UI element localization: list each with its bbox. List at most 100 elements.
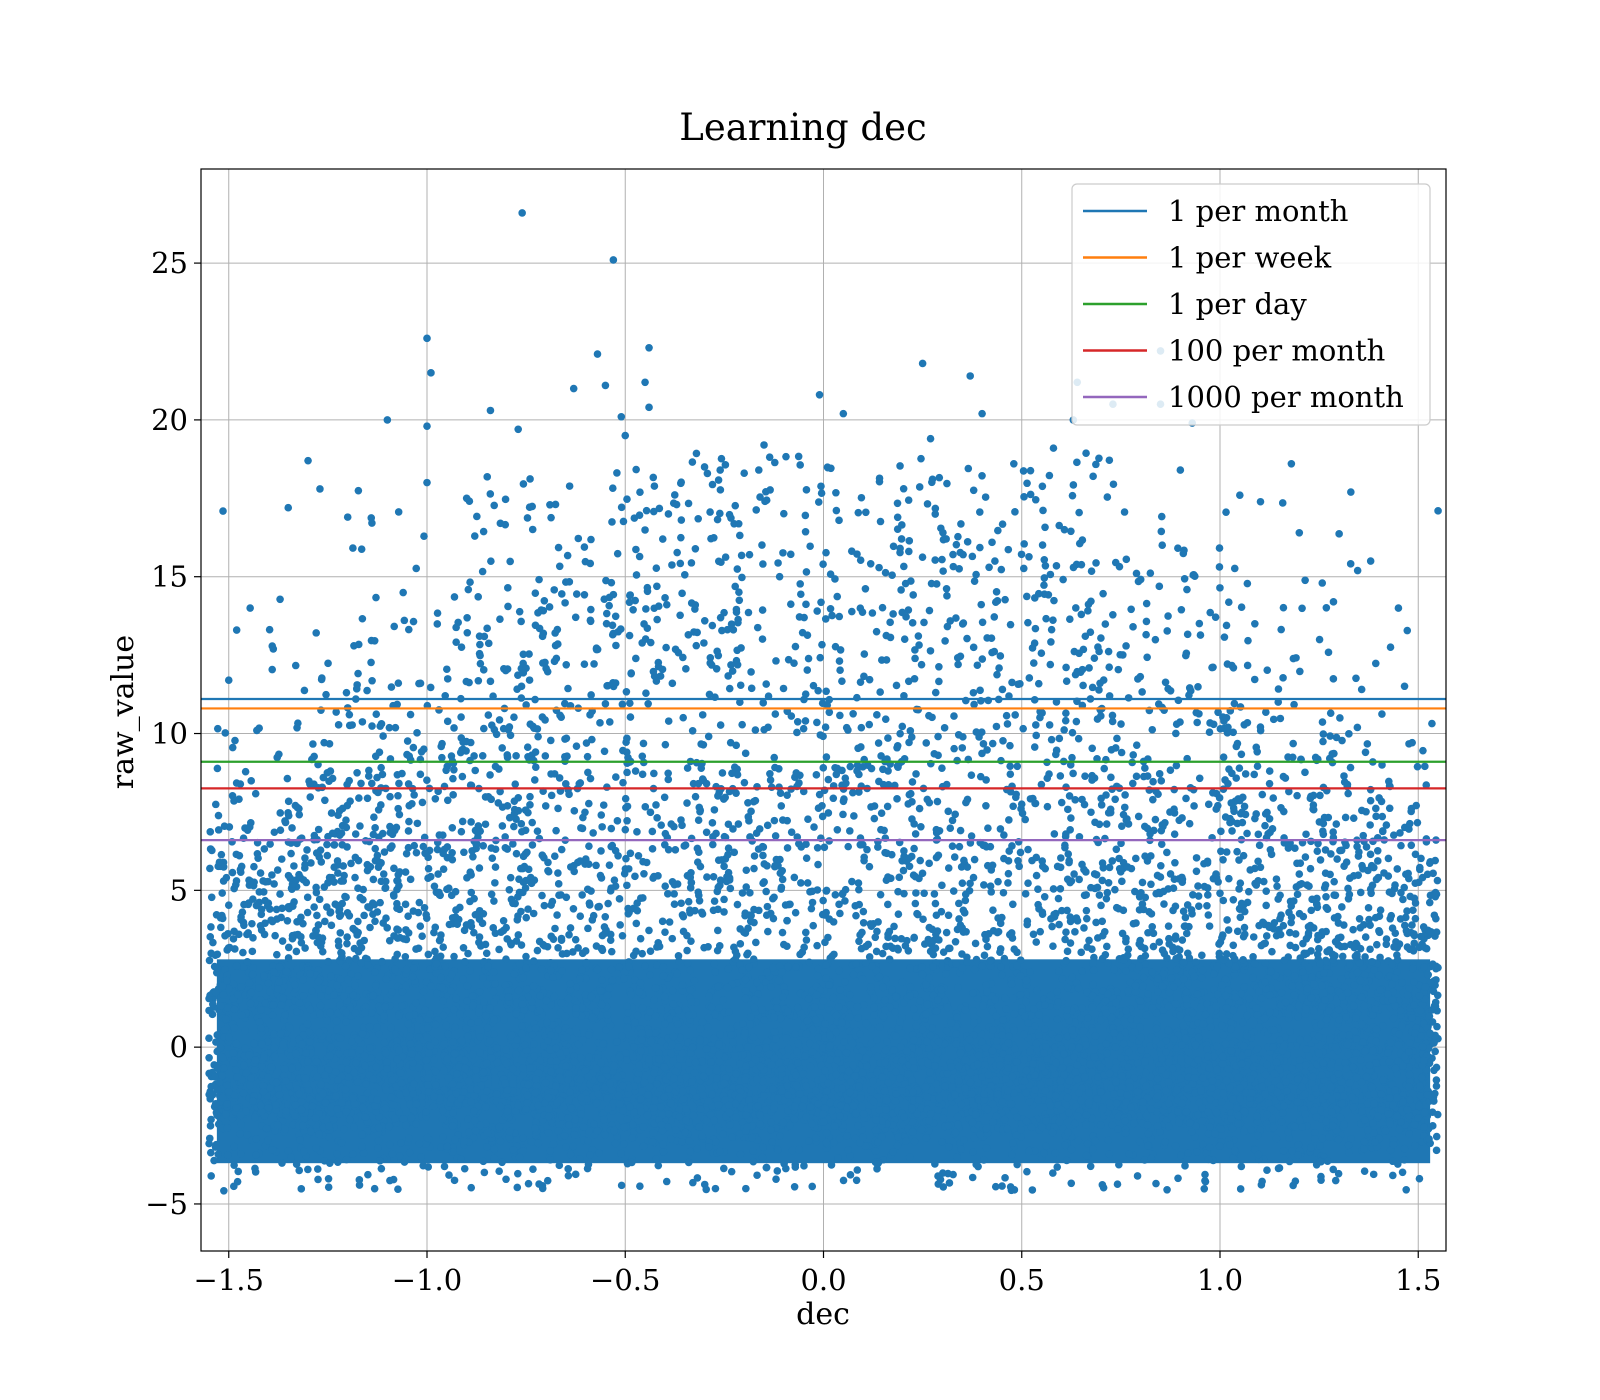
scatter-point <box>1285 1157 1294 1166</box>
scatter-point <box>1016 990 1025 999</box>
scatter-point <box>626 699 634 707</box>
scatter-point <box>1228 1124 1237 1133</box>
scatter-point <box>721 553 730 561</box>
scatter-point <box>312 629 320 637</box>
scatter-point <box>1230 970 1239 979</box>
scatter-point <box>470 532 479 540</box>
scatter-point <box>1226 1084 1234 1093</box>
scatter-point <box>883 802 892 811</box>
scatter-point <box>771 832 780 840</box>
scatter-point <box>860 856 868 865</box>
scatter-point <box>965 1035 974 1044</box>
scatter-point <box>496 615 504 623</box>
scatter-point <box>565 578 574 586</box>
scatter-point <box>1031 624 1040 633</box>
scatter-point <box>1189 570 1198 579</box>
scatter-point <box>846 827 854 835</box>
scatter-point <box>1012 1131 1021 1140</box>
scatter-point <box>694 514 702 523</box>
scatter-point <box>896 462 904 470</box>
scatter-point <box>1142 1111 1151 1120</box>
scatter-point <box>989 906 997 914</box>
scatter-point <box>691 544 700 553</box>
scatter-point <box>876 890 885 899</box>
scatter-point <box>1144 928 1152 937</box>
scatter-point <box>1037 649 1046 658</box>
scatter-point <box>1385 804 1394 813</box>
scatter-point <box>486 490 495 498</box>
scatter-point <box>345 710 354 719</box>
scatter-point <box>1056 772 1065 780</box>
scatter-point <box>719 1164 728 1173</box>
scatter-point <box>978 655 987 663</box>
scatter-point <box>564 1070 573 1078</box>
scatter-point <box>644 700 652 708</box>
scatter-point <box>1197 974 1206 982</box>
scatter-point <box>1386 1038 1395 1047</box>
scatter-point <box>898 521 906 529</box>
scatter-point <box>368 519 376 527</box>
scatter-point <box>893 1141 902 1150</box>
scatter-point <box>523 985 531 993</box>
scatter-point <box>1359 831 1368 840</box>
scatter-point <box>982 802 990 810</box>
scatter-point <box>1022 1089 1030 1097</box>
scatter-point <box>1038 862 1047 871</box>
scatter-point <box>357 545 366 553</box>
scatter-point <box>943 1003 952 1012</box>
scatter-point <box>969 486 978 495</box>
scatter-point <box>700 639 708 647</box>
scatter-point <box>1285 908 1293 917</box>
scatter-point <box>1118 877 1126 886</box>
scatter-point <box>543 1176 552 1185</box>
scatter-point <box>1146 569 1155 577</box>
scatter-point <box>372 710 381 718</box>
scatter-point <box>664 510 673 518</box>
scatter-point <box>523 743 532 752</box>
scatter-point <box>582 958 591 967</box>
scatter-point <box>570 807 579 815</box>
scatter-point <box>467 888 476 897</box>
scatter-point <box>354 884 362 893</box>
scatter-point <box>605 984 614 993</box>
scatter-point <box>458 772 467 781</box>
scatter-point <box>402 926 410 934</box>
scatter-point <box>961 1056 970 1064</box>
scatter-point <box>1285 787 1293 796</box>
scatter-point <box>214 1150 223 1159</box>
scatter-point <box>1201 1170 1209 1179</box>
scatter-point <box>532 1081 541 1090</box>
scatter-point <box>746 917 755 926</box>
scatter-point <box>489 987 498 996</box>
scatter-point <box>692 641 701 650</box>
scatter-point <box>525 676 534 684</box>
scatter-point <box>323 1016 331 1025</box>
scatter-point <box>1132 741 1141 749</box>
scatter-point <box>1213 1065 1221 1074</box>
scatter-point <box>608 484 617 493</box>
scatter-point <box>833 825 842 834</box>
scatter-point <box>1217 847 1225 856</box>
scatter-point <box>1274 685 1283 693</box>
scatter-point <box>1075 833 1084 841</box>
scatter-point <box>969 1006 978 1015</box>
scatter-point <box>490 1030 498 1038</box>
scatter-point <box>1338 952 1347 961</box>
scatter-point <box>1288 1147 1296 1155</box>
scatter-point <box>814 686 822 695</box>
scatter-point <box>736 1060 744 1068</box>
scatter-point <box>569 1142 578 1151</box>
scatter-point <box>321 917 329 926</box>
scatter-point <box>492 730 501 739</box>
scatter-point <box>299 991 308 1000</box>
scatter-point <box>418 932 426 940</box>
scatter-point <box>914 632 923 640</box>
scatter-point <box>528 1004 536 1012</box>
scatter-point <box>1118 1072 1126 1080</box>
scatter-point <box>710 897 719 905</box>
scatter-point <box>1151 635 1160 644</box>
scatter-point <box>583 885 592 894</box>
scatter-point <box>1262 901 1270 910</box>
scatter-point <box>870 1011 879 1019</box>
scatter-point <box>1026 466 1035 475</box>
